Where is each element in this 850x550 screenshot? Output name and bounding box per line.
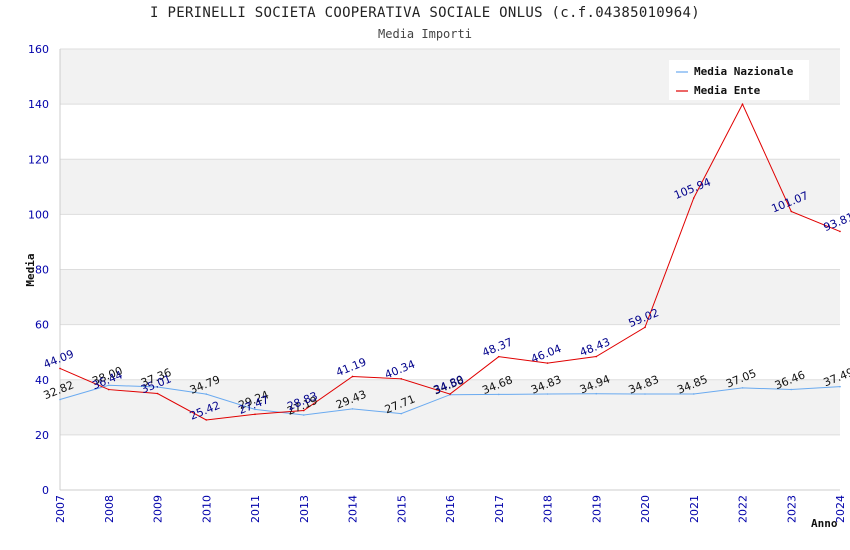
data-point (302, 414, 305, 416)
x-tick-label: 2016 (444, 495, 457, 523)
data-point (156, 386, 159, 388)
data-point (205, 419, 208, 421)
chart-title: I PERINELLI SOCIETA COOPERATIVA SOCIALE … (150, 5, 700, 21)
x-tick-label: 2017 (493, 495, 506, 523)
legend-box (669, 60, 809, 100)
data-point (351, 408, 354, 410)
data-point (644, 326, 646, 329)
x-tick-label: 2021 (688, 495, 701, 523)
data-point (546, 393, 549, 395)
x-tick-label: 2010 (200, 495, 213, 523)
x-tick-label: 2015 (395, 495, 408, 523)
x-tick-label: 2024 (834, 495, 847, 523)
data-point (839, 385, 841, 388)
data-point (351, 375, 354, 378)
grid-band (60, 269, 840, 325)
data-point (400, 412, 403, 415)
data-point (595, 355, 598, 358)
y-axis-label: Media (24, 253, 37, 286)
grid-band (60, 159, 840, 215)
x-tick-label: 2013 (298, 495, 311, 523)
grid-band (60, 324, 840, 380)
data-point (254, 413, 256, 416)
grid-band (60, 434, 840, 490)
x-tick-label: 2023 (785, 495, 798, 523)
y-tick-label: 100 (28, 208, 49, 221)
data-point (497, 355, 500, 358)
data-point (107, 384, 110, 387)
data-point (156, 392, 159, 395)
y-tick-label: 0 (42, 484, 49, 497)
grid-band (60, 379, 840, 435)
y-tick-label: 60 (35, 319, 49, 332)
data-point (790, 210, 793, 213)
chart-subtitle: Media Importi (378, 27, 472, 41)
x-tick-label: 2009 (152, 495, 165, 523)
x-tick-label: 2019 (590, 495, 603, 523)
data-point (205, 393, 208, 395)
data-point (692, 197, 695, 199)
x-tick-label: 2011 (249, 495, 262, 523)
data-point (741, 103, 744, 105)
data-point (59, 398, 61, 401)
x-tick-label: 2022 (737, 495, 750, 523)
data-point (644, 393, 646, 395)
y-tick-label: 80 (35, 264, 49, 277)
grid-band (60, 104, 840, 160)
data-point (595, 392, 598, 395)
y-tick-label: 160 (28, 43, 49, 56)
y-tick-label: 120 (28, 153, 49, 166)
y-tick-label: 140 (28, 98, 49, 111)
data-point (449, 393, 451, 395)
grid-band (60, 214, 840, 270)
x-tick-label: 2008 (103, 495, 116, 523)
legend: Media Nazionale Media Ente (669, 60, 809, 100)
legend-label-media-nazionale: Media Nazionale (694, 65, 794, 78)
legend-label-media-ente: Media Ente (694, 84, 761, 97)
x-tick-label: 2014 (347, 495, 360, 523)
y-tick-label: 20 (35, 429, 49, 442)
data-point (302, 409, 305, 412)
x-tick-label: 2007 (54, 495, 67, 523)
data-point (107, 388, 110, 391)
x-tick-label: 2018 (542, 495, 555, 523)
data-point (692, 393, 695, 395)
data-point (400, 378, 403, 380)
data-point (790, 388, 793, 391)
data-point (59, 367, 61, 370)
x-axis-label: Anno (811, 517, 838, 530)
x-tick-label: 2020 (639, 495, 652, 523)
data-point (497, 393, 500, 396)
data-point (839, 230, 841, 233)
data-point (254, 408, 256, 411)
y-tick-label: 40 (35, 374, 49, 387)
data-point (741, 387, 744, 389)
data-point (546, 362, 549, 364)
